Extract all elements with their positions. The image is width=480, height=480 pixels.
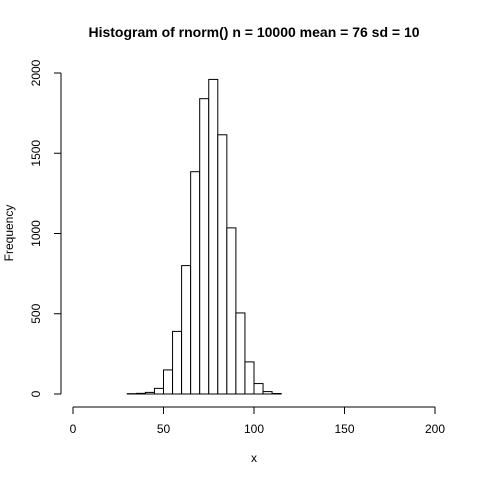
y-tick-label-0: 0 xyxy=(29,390,43,397)
x-axis-label: x xyxy=(251,451,257,465)
x-axis: 0 50 100 150 200 xyxy=(70,406,445,436)
y-axis: 0 500 1000 1500 2000 xyxy=(29,59,62,397)
histogram-bar-90-95 xyxy=(235,312,246,395)
x-tick-label-50: 50 xyxy=(157,422,171,436)
histogram-bar-65-70 xyxy=(190,171,201,395)
histogram-bar-55-60 xyxy=(172,330,183,395)
histogram-bar-35-40 xyxy=(135,392,146,395)
histogram-bar-60-65 xyxy=(181,265,192,395)
x-tick-label-150: 150 xyxy=(334,422,354,436)
histogram-bar-95-100 xyxy=(244,361,255,395)
x-tick-label-100: 100 xyxy=(244,422,264,436)
histogram-bar-100-105 xyxy=(253,383,264,395)
histogram-bar-70-75 xyxy=(199,98,210,395)
histogram-bar-40-45 xyxy=(144,391,155,395)
y-tick-label-500: 500 xyxy=(29,303,43,323)
histogram-bar-105-110 xyxy=(262,391,273,395)
histogram-bar-85-90 xyxy=(226,227,237,395)
histogram-bar-80-85 xyxy=(217,134,228,395)
y-tick-label-2000: 2000 xyxy=(29,59,43,86)
histogram-bar-50-55 xyxy=(163,369,174,395)
chart-title: Histogram of rnorm() n = 10000 mean = 76… xyxy=(88,24,419,40)
y-tick-label-1000: 1000 xyxy=(29,220,43,247)
histogram-bar-45-50 xyxy=(153,387,164,395)
x-tick-label-200: 200 xyxy=(425,422,445,436)
y-tick-label-1500: 1500 xyxy=(29,140,43,167)
bars-group xyxy=(126,78,282,395)
x-tick-label-0: 0 xyxy=(70,422,77,436)
histogram-bar-75-80 xyxy=(208,78,219,395)
y-axis-label: Frequency xyxy=(2,205,16,262)
